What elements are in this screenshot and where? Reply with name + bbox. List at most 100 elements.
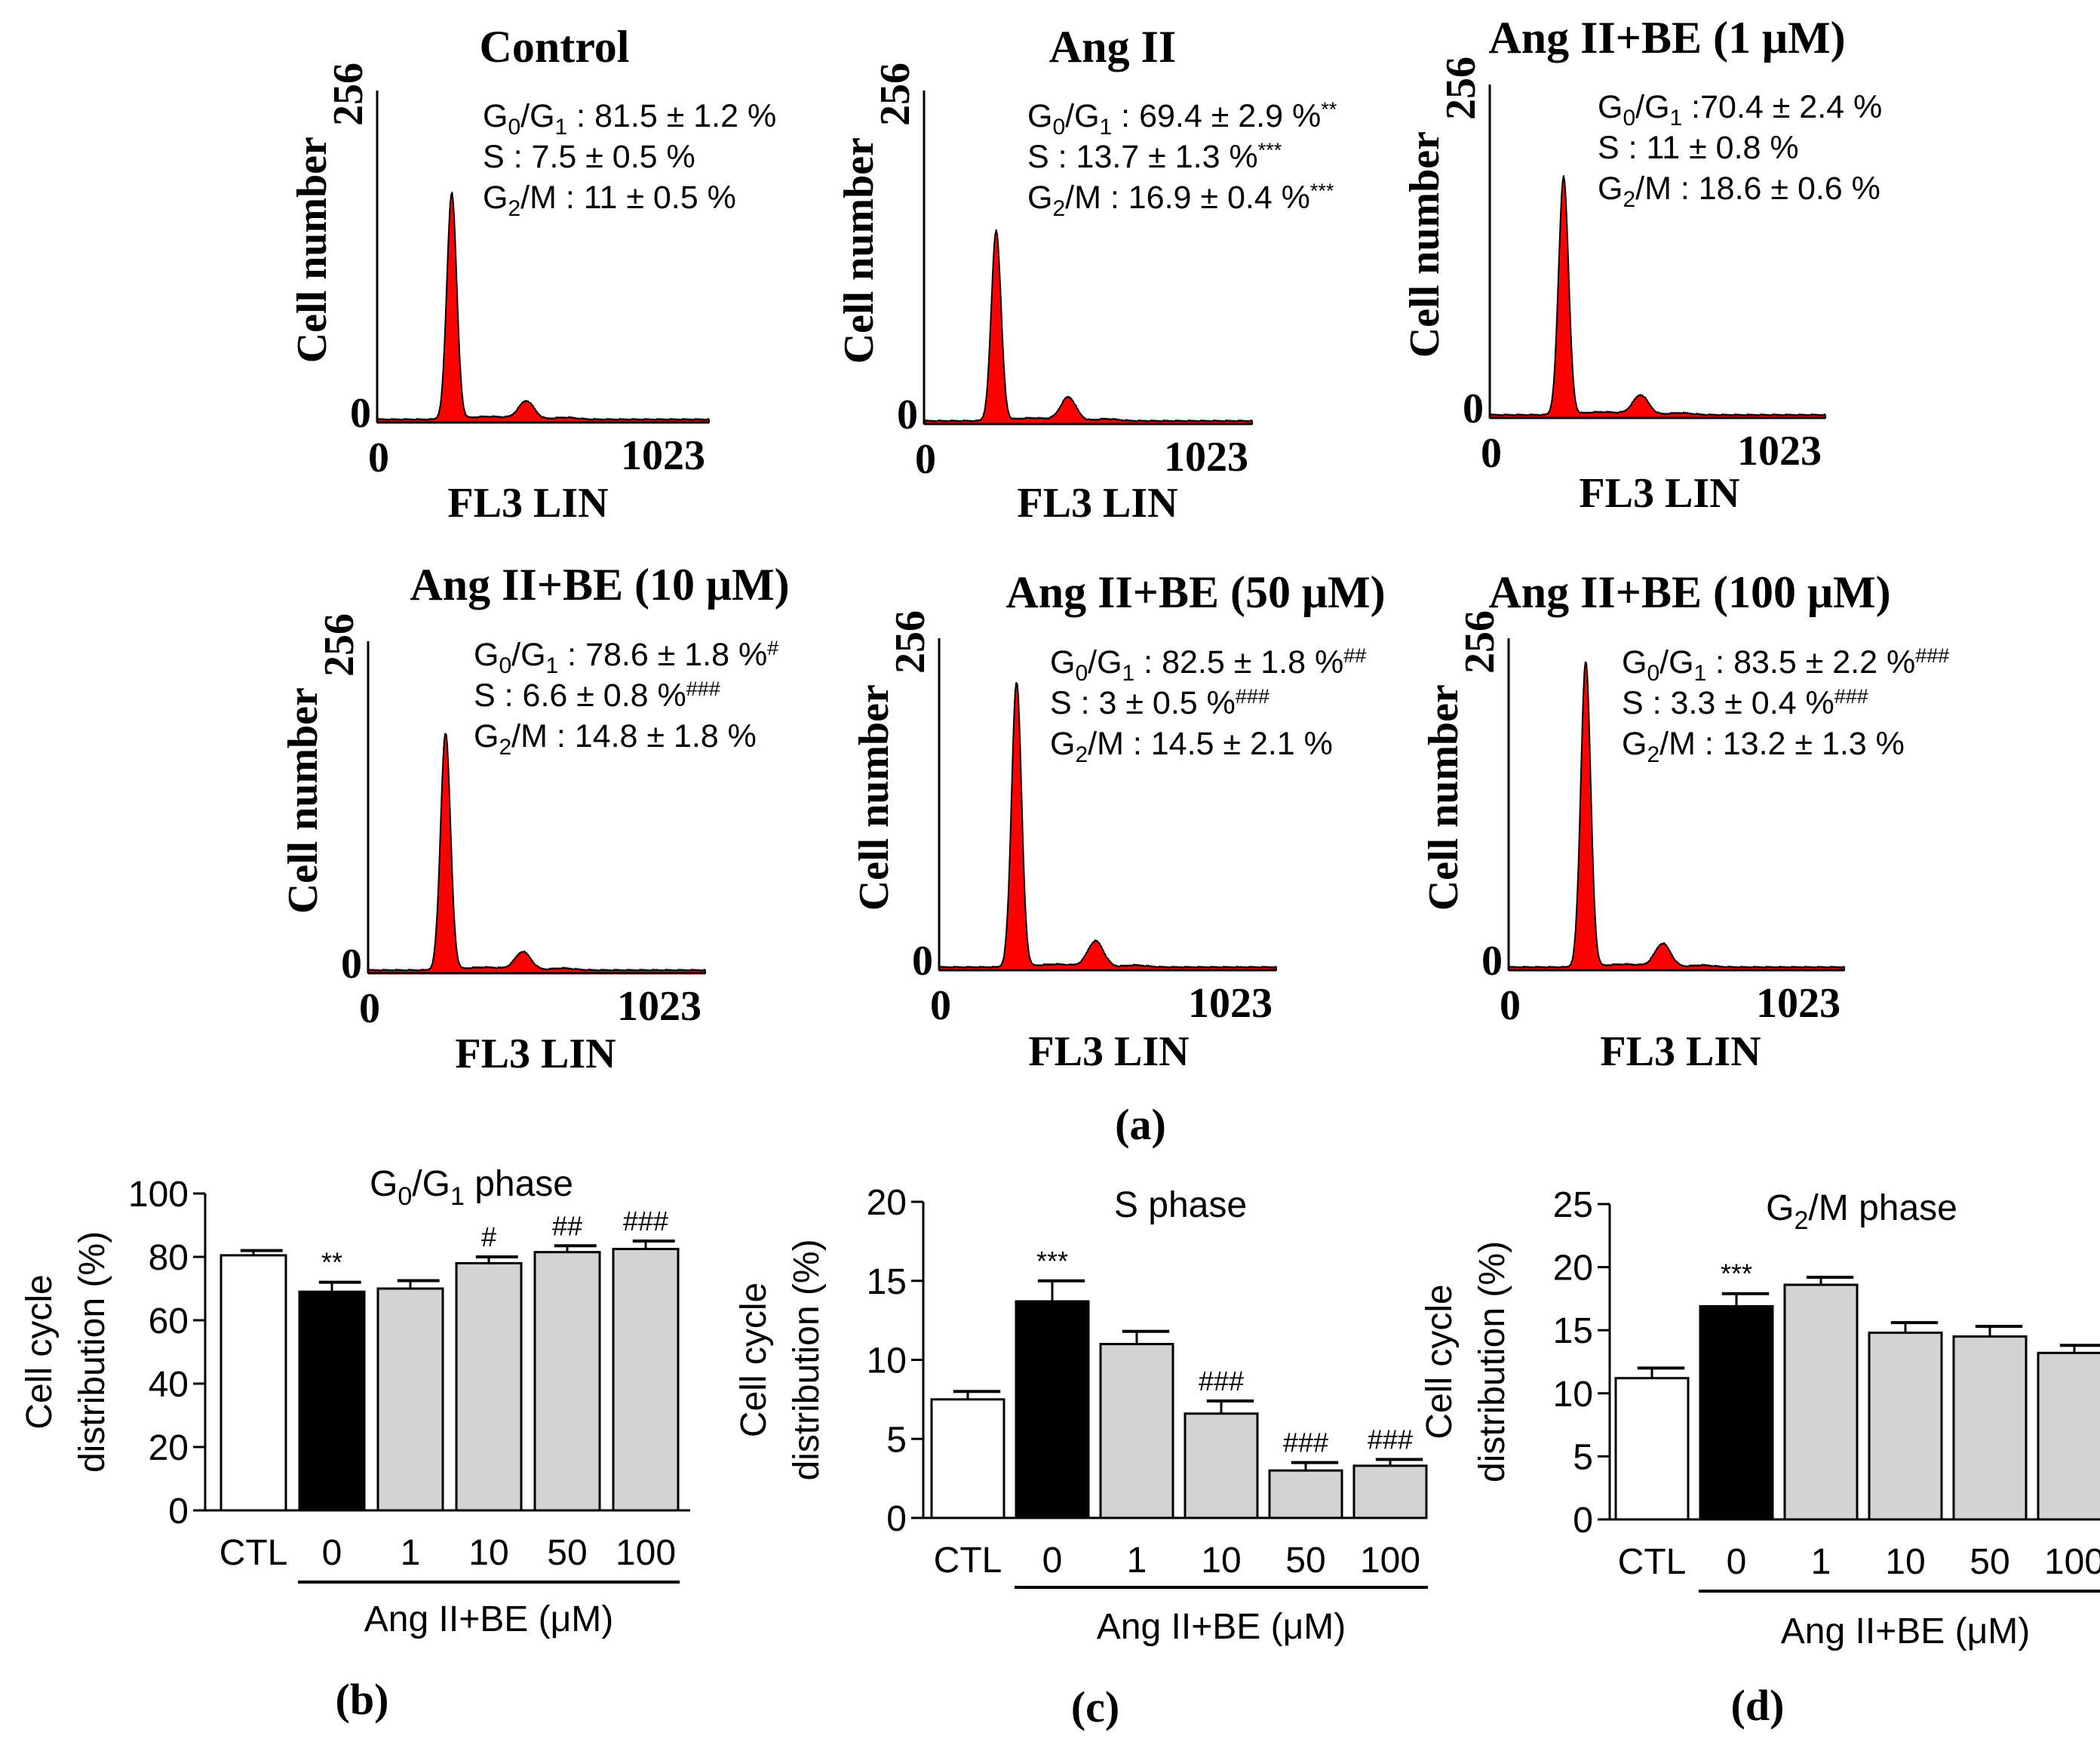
- y-tick-label: 0: [1573, 1501, 1593, 1541]
- histogram-panel-3: 0 256 0 1023 Cell number FL3 LIN Ang II+BE (1 …: [1402, 13, 1882, 517]
- x-tick-label: 1023: [1737, 428, 1822, 475]
- bar-1: [1783, 1283, 1859, 1521]
- x-tick-label: 1023: [1756, 980, 1841, 1027]
- y-axis-label: distribution (%): [72, 1231, 112, 1473]
- y-tick-label: 0: [1481, 938, 1503, 985]
- y-tick-label: 10: [867, 1341, 907, 1381]
- x-tick-label: 1023: [1164, 434, 1248, 481]
- stat-line: S : 13.7 ± 1.3 %***: [1027, 139, 1282, 175]
- panel-title: Control: [480, 22, 630, 72]
- bar-1: [1099, 1343, 1174, 1519]
- bar-50: [533, 1251, 601, 1512]
- stat-line: G2/M : 18.6 ± 0.6 %: [1598, 171, 1880, 212]
- x-tick-label: 0: [322, 1533, 342, 1573]
- stat-line: S : 6.6 ± 0.8 %###: [474, 677, 720, 714]
- significance-marker: #: [481, 1221, 496, 1252]
- stat-line: G0/G1 : 81.5 ± 1.2 %: [483, 98, 776, 140]
- panel-labels: (a) (b) (c) (d): [336, 1100, 1785, 1731]
- significance-marker: ###: [1368, 1424, 1413, 1455]
- significance-marker: ##: [552, 1210, 582, 1241]
- y-tick-label: 5: [1573, 1437, 1593, 1477]
- x-tick-label: 10: [468, 1533, 508, 1573]
- x-tick-label: 1: [401, 1533, 421, 1573]
- y-tick-label: 10: [1553, 1375, 1593, 1415]
- y-tick-label: 0: [912, 938, 933, 985]
- bar-panel-title: G0/G1 phase: [370, 1164, 573, 1211]
- x-axis-label: FL3 LIN: [1600, 1028, 1761, 1075]
- stat-line: S : 7.5 ± 0.5 %: [483, 139, 695, 175]
- y-tick-label: 15: [1553, 1311, 1593, 1351]
- histogram-distribution: [367, 733, 706, 974]
- histogram-distribution: [923, 229, 1253, 425]
- x-tick-label: CTL: [220, 1533, 288, 1573]
- bar-panel-title: S phase: [1114, 1185, 1247, 1225]
- x-axis-label: FL3 LIN: [1017, 480, 1177, 527]
- y-tick-label: 256: [316, 613, 363, 677]
- y-tick-label: 0: [897, 392, 918, 438]
- bar-50: [1952, 1335, 2028, 1521]
- y-tick-label: 0: [341, 941, 362, 988]
- x-tick-label: 0: [1042, 1541, 1063, 1581]
- x-tick-label: 10: [1885, 1542, 1925, 1582]
- histogram-panel-4: 0 256 0 1023 Cell number FL3 LIN Ang II+BE (10…: [280, 560, 790, 1077]
- group-label: Ang II+BE (μM): [364, 1599, 613, 1639]
- significance-marker: **: [321, 1247, 342, 1278]
- histogram-distribution: [1489, 175, 1826, 419]
- x-tick-label: 0: [930, 982, 951, 1029]
- bar-panel-title: G2/M phase: [1766, 1188, 1957, 1235]
- y-axis-label: Cell cycle: [734, 1283, 774, 1437]
- bar-50: [1268, 1469, 1343, 1519]
- bar-0: [1015, 1300, 1090, 1519]
- x-axis-label: FL3 LIN: [455, 1031, 616, 1077]
- y-axis-label: Cell number: [836, 137, 883, 364]
- y-tick-label: 0: [1463, 386, 1484, 432]
- y-axis-label: distribution (%): [787, 1239, 827, 1480]
- x-axis-label: FL3 LIN: [1579, 470, 1739, 517]
- y-tick-label: 0: [168, 1492, 189, 1531]
- bar-10: [1868, 1332, 1943, 1521]
- stat-line: G0/G1 : 69.4 ± 2.9 %**: [1027, 98, 1337, 140]
- histogram-panel-2: 0 256 0 1023 Cell number FL3 LIN Ang II G0/G1 :…: [836, 22, 1337, 527]
- y-tick-label: 15: [867, 1262, 907, 1302]
- group-label: Ang II+BE (μM): [1781, 1611, 2030, 1651]
- y-axis-label: Cell number: [851, 684, 898, 911]
- significance-marker: ***: [1036, 1246, 1068, 1276]
- bar-1: [376, 1287, 444, 1512]
- significance-marker: ###: [1283, 1427, 1328, 1458]
- stat-line: S : 3 ± 0.5 %###: [1050, 685, 1270, 721]
- y-axis-label: Cell number: [280, 687, 327, 914]
- bar-CTL: [930, 1398, 1005, 1519]
- x-tick-label: 0: [368, 435, 389, 481]
- panel-title: Ang II+BE (50 μM): [1005, 567, 1385, 617]
- x-tick-label: 0: [1727, 1542, 1747, 1582]
- bar-100: [612, 1248, 680, 1512]
- stat-line: G2/M : 14.8 ± 1.8 %: [474, 718, 757, 760]
- x-axis-label: FL3 LIN: [1028, 1028, 1189, 1075]
- panel-title: Ang II+BE (100 μM): [1488, 567, 1890, 617]
- bar-0: [298, 1290, 366, 1512]
- stat-line: G2/M : 16.9 ± 0.4 %***: [1027, 180, 1334, 221]
- significance-marker: ***: [1721, 1258, 1752, 1289]
- y-tick-label: 256: [1438, 57, 1484, 120]
- y-tick-label: 0: [350, 390, 371, 437]
- panel-label-d: (d): [1731, 1681, 1785, 1730]
- x-tick-label: 100: [616, 1533, 676, 1573]
- stat-line: G0/G1 :70.4 ± 2.4 %: [1598, 89, 1882, 131]
- bar-CTL: [1614, 1377, 1690, 1521]
- bar-100: [2037, 1351, 2100, 1521]
- panel-title: Ang II+BE (10 μM): [410, 560, 789, 610]
- y-tick-label: 60: [149, 1301, 189, 1341]
- bar-100: [1352, 1464, 1428, 1519]
- y-tick-label: 256: [1457, 610, 1503, 674]
- bar-CTL: [220, 1254, 287, 1512]
- stat-line: G0/G1 : 83.5 ± 2.2 %###: [1622, 644, 1949, 686]
- y-axis-label: Cell number: [289, 137, 336, 363]
- y-axis-label: distribution (%): [1472, 1241, 1512, 1482]
- panel-title: Ang II: [1049, 22, 1176, 72]
- y-tick-label: 100: [128, 1175, 189, 1215]
- x-tick-label: 10: [1201, 1541, 1241, 1581]
- bar-0: [1699, 1304, 1774, 1521]
- y-tick-label: 5: [886, 1420, 907, 1460]
